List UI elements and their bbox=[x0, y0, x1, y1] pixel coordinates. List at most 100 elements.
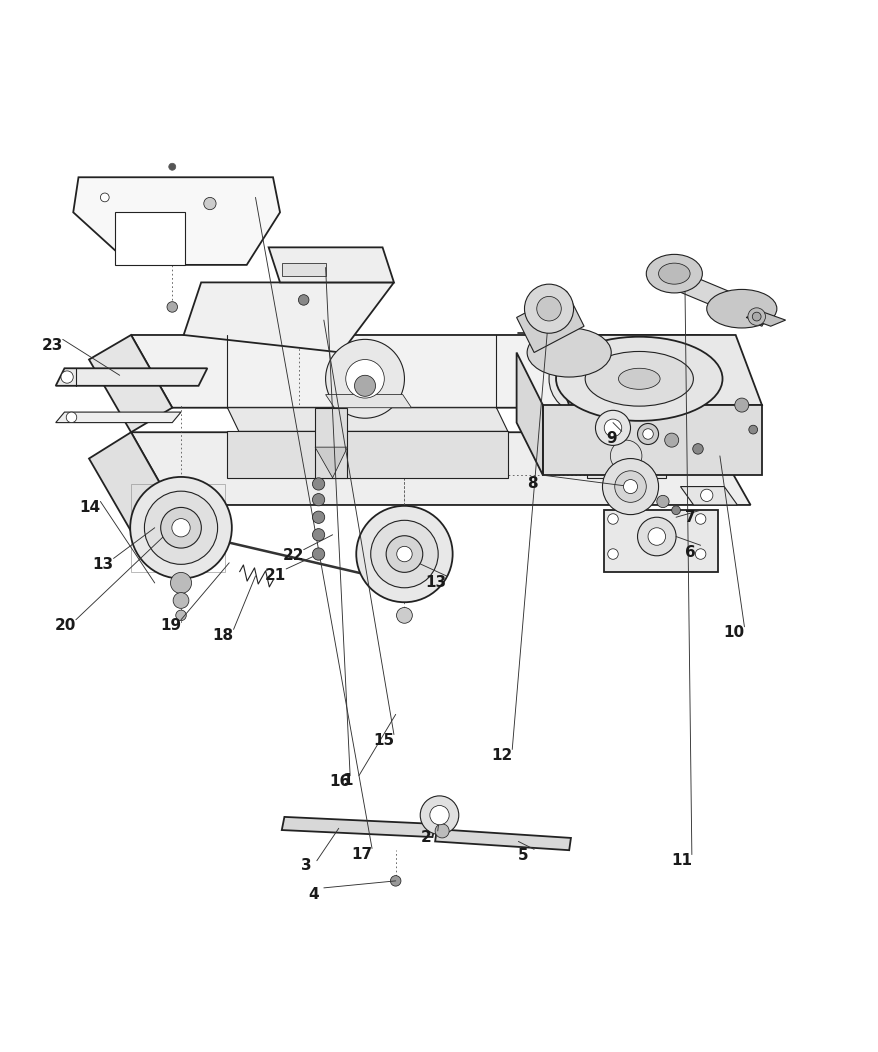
Text: 6: 6 bbox=[684, 545, 694, 560]
Polygon shape bbox=[516, 352, 543, 476]
Polygon shape bbox=[586, 431, 665, 478]
Circle shape bbox=[169, 163, 176, 170]
Text: 1: 1 bbox=[342, 772, 352, 788]
Circle shape bbox=[671, 506, 680, 514]
Circle shape bbox=[734, 398, 748, 412]
Circle shape bbox=[747, 308, 765, 325]
Ellipse shape bbox=[585, 351, 693, 406]
Ellipse shape bbox=[556, 337, 722, 421]
Circle shape bbox=[161, 507, 201, 548]
Circle shape bbox=[396, 546, 412, 562]
Circle shape bbox=[204, 198, 216, 209]
Circle shape bbox=[170, 572, 191, 593]
Circle shape bbox=[176, 610, 186, 621]
Circle shape bbox=[420, 796, 458, 834]
Circle shape bbox=[566, 361, 601, 397]
Polygon shape bbox=[314, 408, 347, 478]
Circle shape bbox=[607, 513, 617, 524]
Circle shape bbox=[312, 528, 324, 541]
Circle shape bbox=[144, 491, 218, 564]
Text: 14: 14 bbox=[79, 500, 100, 515]
Ellipse shape bbox=[645, 255, 702, 292]
Circle shape bbox=[396, 607, 412, 623]
Text: 17: 17 bbox=[350, 847, 371, 862]
Polygon shape bbox=[131, 432, 750, 505]
Circle shape bbox=[167, 302, 177, 312]
Text: 2: 2 bbox=[421, 830, 431, 845]
Circle shape bbox=[549, 344, 618, 413]
Circle shape bbox=[312, 493, 324, 506]
Circle shape bbox=[172, 519, 190, 537]
Circle shape bbox=[356, 506, 452, 602]
Text: 20: 20 bbox=[54, 619, 76, 633]
Polygon shape bbox=[282, 263, 325, 277]
Circle shape bbox=[385, 535, 422, 572]
Circle shape bbox=[173, 592, 189, 608]
Polygon shape bbox=[269, 247, 393, 282]
Text: 12: 12 bbox=[491, 748, 512, 763]
Circle shape bbox=[429, 806, 449, 825]
Circle shape bbox=[692, 444, 702, 454]
Circle shape bbox=[694, 549, 705, 560]
Circle shape bbox=[694, 513, 705, 524]
Polygon shape bbox=[314, 447, 347, 478]
Circle shape bbox=[623, 480, 637, 493]
Circle shape bbox=[345, 360, 384, 398]
Circle shape bbox=[299, 295, 308, 305]
Text: 18: 18 bbox=[212, 628, 234, 643]
Circle shape bbox=[312, 548, 324, 560]
Text: 22: 22 bbox=[282, 548, 304, 563]
Ellipse shape bbox=[527, 328, 610, 377]
Text: 4: 4 bbox=[307, 887, 318, 902]
Polygon shape bbox=[115, 213, 185, 265]
Text: 5: 5 bbox=[518, 848, 529, 863]
Text: 7: 7 bbox=[684, 510, 694, 525]
Circle shape bbox=[700, 489, 712, 502]
Polygon shape bbox=[603, 510, 717, 571]
Polygon shape bbox=[282, 817, 435, 837]
Polygon shape bbox=[227, 431, 507, 478]
Polygon shape bbox=[745, 311, 785, 326]
Text: 21: 21 bbox=[265, 568, 286, 583]
Circle shape bbox=[130, 477, 232, 579]
Ellipse shape bbox=[618, 368, 659, 389]
Polygon shape bbox=[516, 291, 583, 352]
Circle shape bbox=[594, 410, 630, 445]
Polygon shape bbox=[89, 432, 172, 531]
Text: 8: 8 bbox=[527, 477, 537, 491]
Circle shape bbox=[752, 312, 760, 321]
Circle shape bbox=[607, 549, 617, 560]
Polygon shape bbox=[131, 335, 750, 408]
Circle shape bbox=[656, 495, 668, 508]
Circle shape bbox=[748, 425, 757, 434]
Circle shape bbox=[312, 478, 324, 490]
Circle shape bbox=[371, 521, 438, 588]
Text: 9: 9 bbox=[605, 431, 615, 446]
Circle shape bbox=[637, 424, 658, 445]
Circle shape bbox=[642, 429, 652, 440]
Text: 13: 13 bbox=[425, 574, 446, 589]
Polygon shape bbox=[680, 487, 737, 505]
Polygon shape bbox=[543, 335, 761, 405]
Circle shape bbox=[312, 511, 324, 524]
Circle shape bbox=[603, 419, 621, 437]
Circle shape bbox=[637, 518, 675, 555]
Circle shape bbox=[390, 875, 400, 886]
Circle shape bbox=[435, 824, 449, 838]
Circle shape bbox=[354, 376, 375, 397]
Circle shape bbox=[647, 528, 665, 545]
Polygon shape bbox=[89, 335, 172, 432]
Circle shape bbox=[536, 297, 561, 321]
Ellipse shape bbox=[658, 263, 689, 284]
Text: 23: 23 bbox=[41, 338, 63, 353]
Polygon shape bbox=[435, 829, 571, 850]
Polygon shape bbox=[325, 394, 411, 408]
Text: 13: 13 bbox=[92, 558, 113, 572]
Polygon shape bbox=[656, 265, 770, 326]
Polygon shape bbox=[73, 178, 280, 265]
Circle shape bbox=[609, 440, 641, 471]
Polygon shape bbox=[184, 282, 393, 352]
Circle shape bbox=[61, 371, 73, 383]
Circle shape bbox=[100, 193, 109, 202]
Text: 3: 3 bbox=[300, 858, 312, 873]
